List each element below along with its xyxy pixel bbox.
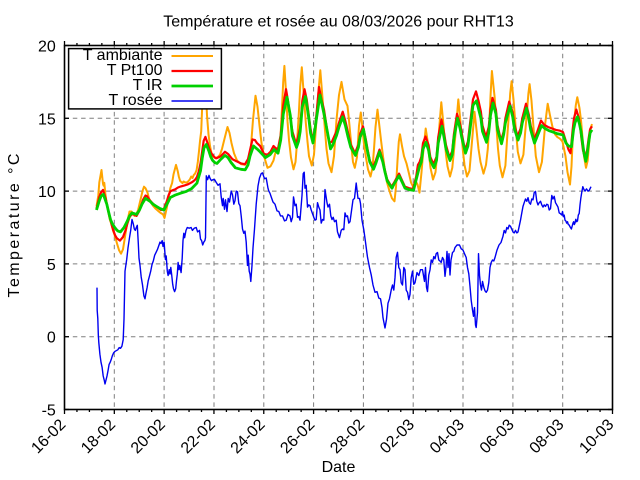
svg-text:Date: Date xyxy=(322,459,356,476)
svg-text:20: 20 xyxy=(38,39,56,56)
svg-text:T ambiante: T ambiante xyxy=(83,47,163,64)
svg-text:T Pt100: T Pt100 xyxy=(107,62,163,79)
svg-text:10: 10 xyxy=(38,184,56,201)
svg-text:Température et rosée au 08/03/: Température et rosée au 08/03/2026 pour … xyxy=(163,13,514,30)
svg-text:-5: -5 xyxy=(42,403,56,420)
svg-text:15: 15 xyxy=(38,111,56,128)
svg-text:5: 5 xyxy=(47,257,56,274)
svg-text:0: 0 xyxy=(47,330,56,347)
svg-text:T rosée: T rosée xyxy=(109,92,163,109)
svg-text:T IR: T IR xyxy=(133,77,163,94)
